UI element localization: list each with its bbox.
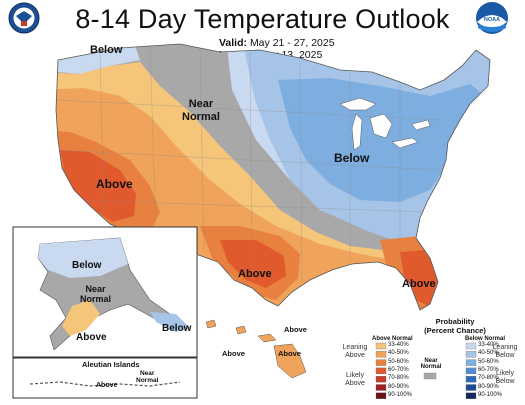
legend-leaning-below: Leaning Below — [492, 344, 518, 360]
ak-label-near-normal: Near Normal — [80, 284, 112, 305]
hi-label-above-3: Above — [278, 349, 301, 358]
ak-label-panhandle-below: Below — [162, 323, 192, 334]
aleutian-label-above: Above — [96, 382, 118, 389]
legend-below-range: 33-40% — [478, 342, 499, 348]
legend-above-swatch — [375, 376, 387, 383]
legend-above-swatch — [375, 351, 387, 358]
commerce-seal-logo — [8, 2, 40, 34]
legend-above-range: 80-90% — [388, 383, 409, 390]
ak-label-above: Above — [76, 332, 107, 343]
ak-label-below: Below — [72, 260, 102, 271]
page-title: 8-14 Day Temperature Outlook — [75, 4, 450, 34]
legend-below-range: 50-60% — [478, 358, 499, 365]
legend-below-swatch — [465, 376, 477, 383]
valid-label: Valid: — [219, 37, 248, 49]
legend-swatches — [375, 342, 477, 399]
aleutian-label-near-normal: Near Normal — [136, 370, 159, 385]
map-label-above-texas: Above — [238, 268, 272, 280]
legend-below-range: 60-70% — [478, 366, 499, 373]
valid-value: May 21 - 27, 2025 — [249, 37, 335, 49]
svg-text:NOAA: NOAA — [484, 17, 500, 23]
hi-label-above-1: Above — [284, 325, 307, 334]
legend-above-range: 90-100% — [388, 391, 413, 398]
legend-above-range: 50-60% — [388, 358, 409, 365]
map-label-below-east: Below — [334, 151, 370, 165]
legend-near-swatch — [423, 372, 437, 380]
legend-likely-below: Likely Below — [495, 370, 515, 386]
legend-below-swatch — [465, 367, 477, 375]
legend-below-range: 90-100% — [478, 391, 503, 398]
alaska-inset — [12, 226, 198, 358]
legend-below-swatch — [465, 342, 477, 350]
legend-title: Probability (Percent Chance) — [424, 317, 486, 335]
legend-below-swatch — [465, 392, 477, 399]
legend-above-range: 40-50% — [388, 350, 409, 357]
legend-above-swatch — [375, 359, 387, 366]
noaa-logo: NOAA — [476, 2, 508, 34]
legend-above-swatch — [375, 342, 387, 350]
hawaii-inset — [205, 319, 307, 379]
legend-above-header: Above Normal — [372, 336, 413, 342]
legend-above-swatch — [375, 367, 387, 375]
legend-below-range: 40-50% — [478, 350, 499, 357]
legend-below-range: 80-90% — [478, 383, 499, 390]
legend-below-swatch — [465, 351, 477, 358]
legend-below-swatch — [465, 384, 477, 391]
legend-below-swatch — [465, 359, 477, 366]
legend-below-range: 70-80% — [478, 375, 499, 382]
legend-above-range: 33-40% — [388, 342, 409, 348]
map-label-near-normal: Near Normal — [182, 98, 220, 123]
legend-above-range: 70-80% — [388, 375, 409, 382]
map-label-above-west: Above — [96, 177, 133, 191]
legend-below-header: Below Normal — [465, 336, 506, 342]
aleutian-title: Aleutian Islands — [82, 360, 140, 369]
legend-leaning-above: Leaning Above — [342, 344, 368, 360]
map-label-below-nw: Below — [90, 44, 123, 56]
legend-above-swatch — [375, 384, 387, 391]
legend-above-range: 60-70% — [388, 366, 409, 373]
legend-likely-above: Likely Above — [345, 372, 365, 388]
legend-above-swatch — [375, 392, 387, 399]
valid-dates: Valid: May 21 - 27, 2025 — [219, 37, 335, 49]
hi-label-above-2: Above — [222, 349, 245, 358]
map-label-above-florida: Above — [402, 278, 436, 290]
great-lakes — [339, 97, 431, 151]
aleutian-inset — [12, 357, 198, 399]
legend-near-header: Near Normal — [420, 358, 442, 370]
